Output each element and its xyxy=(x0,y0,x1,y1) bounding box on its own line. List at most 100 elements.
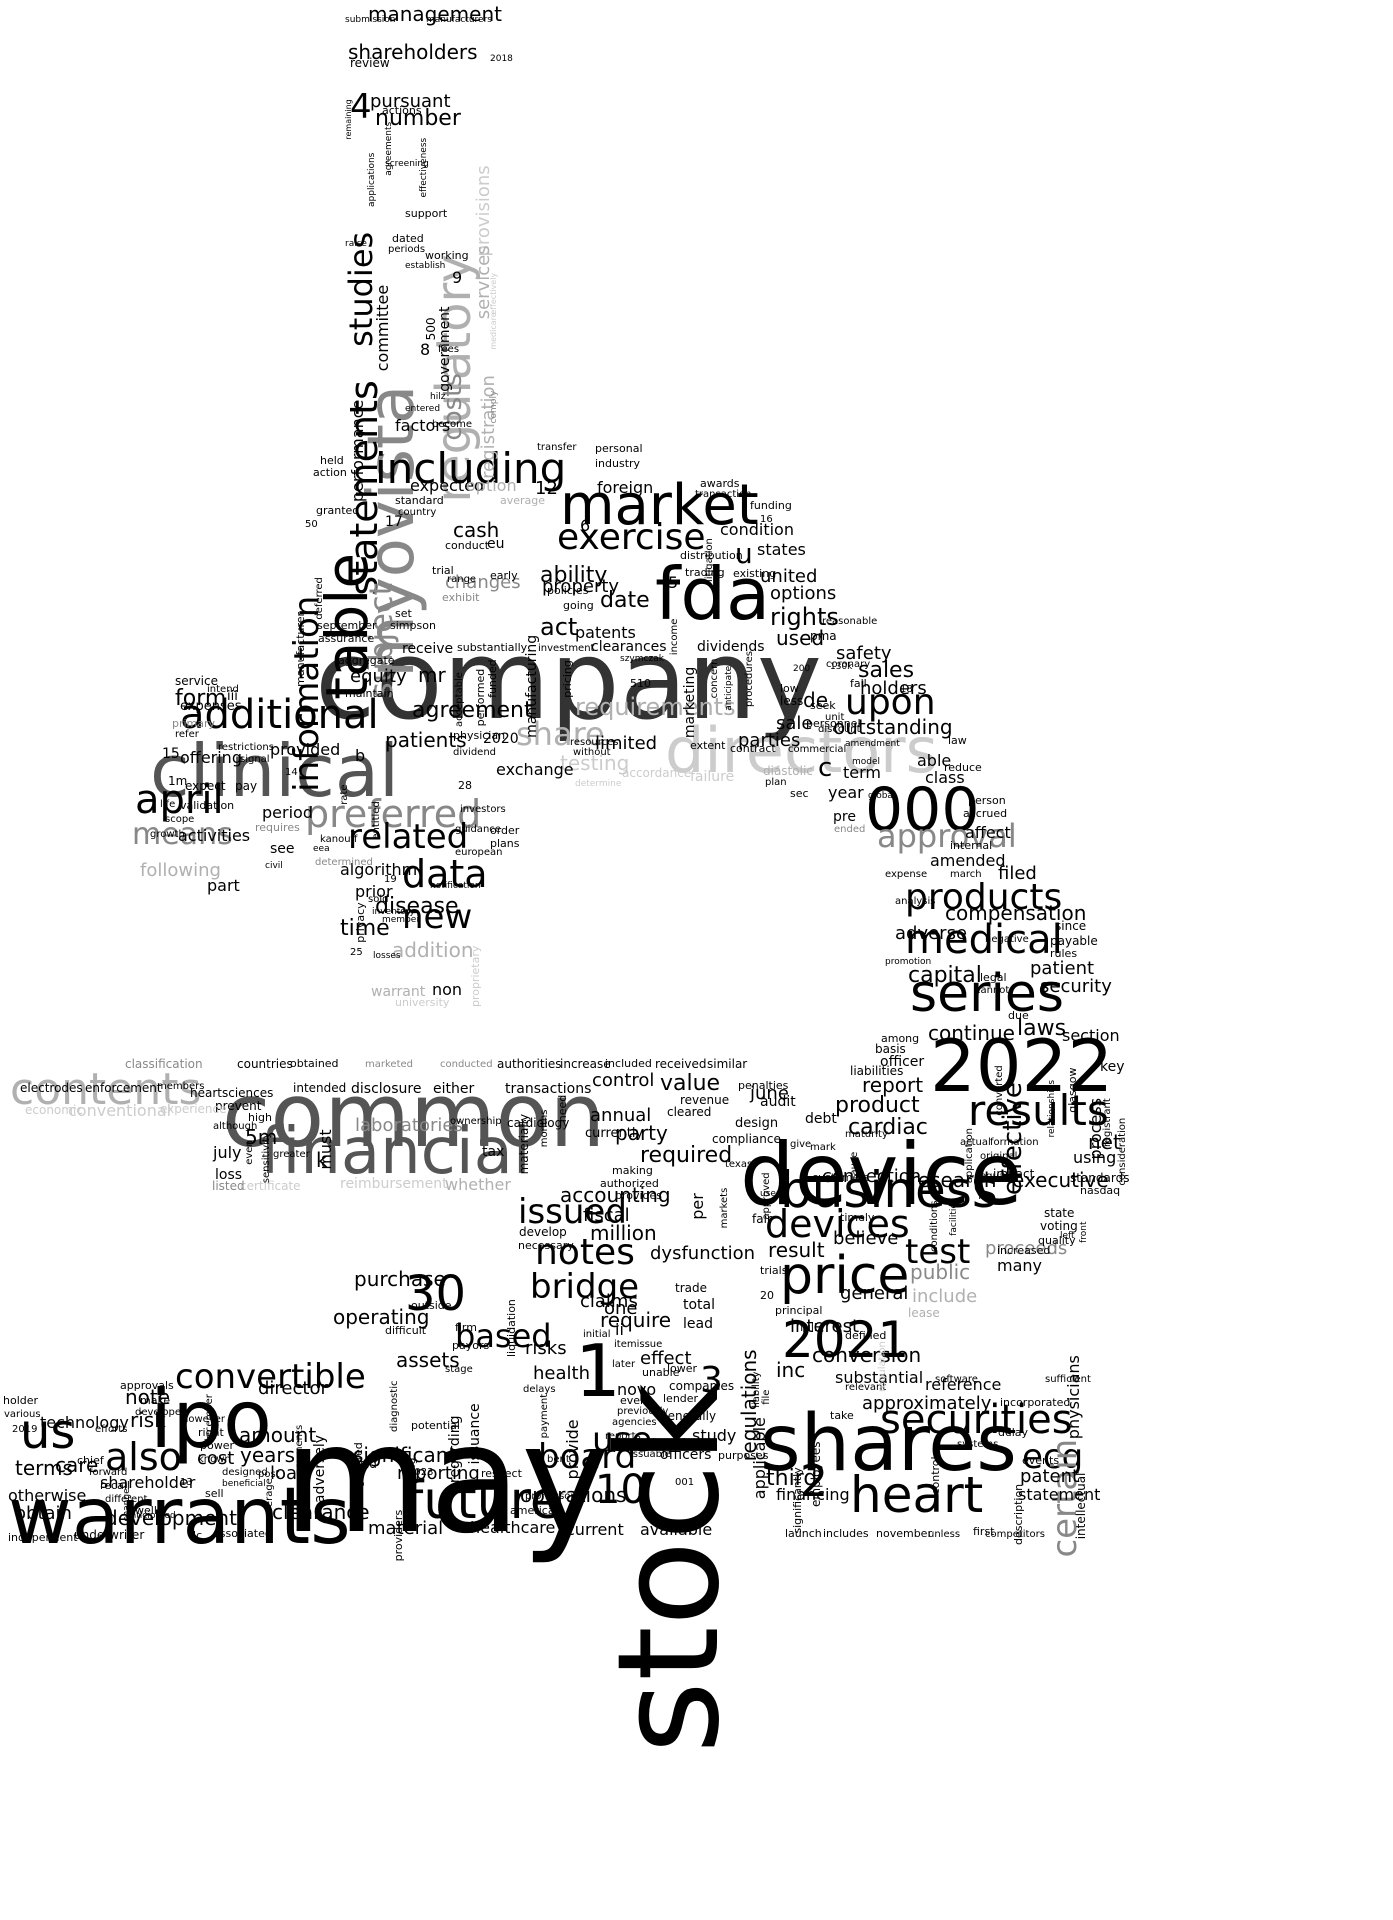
word-public: public xyxy=(910,1260,971,1284)
word-filed: filed xyxy=(998,863,1037,884)
word-legal: legal xyxy=(980,971,1007,984)
word-whether: whether xyxy=(445,1175,511,1194)
word-security: security xyxy=(1040,976,1112,997)
word-systems: systems xyxy=(957,1439,999,1450)
word-shareholders: shareholders xyxy=(348,40,478,64)
word-holders: holders xyxy=(860,678,927,699)
word-significant: significant xyxy=(353,1443,457,1467)
word-payable: payable xyxy=(1050,934,1098,948)
word-section: section xyxy=(1062,1026,1120,1045)
word-employees: employees xyxy=(809,1441,823,1507)
word-various: various xyxy=(4,1409,41,1420)
word-granted: granted xyxy=(316,504,360,517)
word-scope: scope xyxy=(165,814,195,825)
word-outstanding: outstanding xyxy=(833,715,953,739)
word-increase: increase xyxy=(560,1057,611,1071)
word-authorized: authorized xyxy=(600,1177,659,1190)
word-cause: cause xyxy=(849,1151,860,1181)
word-without: without xyxy=(573,747,611,758)
word-internal: internal xyxy=(950,839,993,852)
word-pma: pma xyxy=(810,629,837,643)
word-among: among xyxy=(881,1032,920,1045)
word-shares: shares xyxy=(760,1399,1017,1489)
word-trading: trading xyxy=(685,566,725,579)
word-increased: increased xyxy=(997,1244,1051,1257)
word-industry: industry xyxy=(595,457,641,470)
word-description: description xyxy=(1012,1483,1025,1546)
word-development: development xyxy=(105,1506,237,1530)
word-2023: 2023 xyxy=(408,1467,434,1478)
word-exercise: exercise xyxy=(557,517,706,558)
word-determine: determine xyxy=(575,779,622,789)
word-agreements: agreements xyxy=(384,121,394,176)
word-mark: mark xyxy=(810,1142,836,1153)
word-upon: upon xyxy=(845,682,936,723)
word-promotion: promotion xyxy=(885,957,932,967)
word-income: income xyxy=(669,618,680,656)
word-anticipated: anticipated xyxy=(125,1511,176,1521)
word-iii: iii xyxy=(227,689,238,704)
word-eu: eu xyxy=(487,536,505,552)
word-screening: screening xyxy=(385,159,429,169)
word-policies: policies xyxy=(547,584,589,597)
word-heartsciences: heartsciences xyxy=(190,1086,274,1100)
word-relationships: relationships xyxy=(1047,1079,1057,1138)
word-addition: addition xyxy=(392,938,474,962)
word-14: 14 xyxy=(285,767,298,778)
word-patents: patents xyxy=(575,623,636,642)
word-third: third xyxy=(766,1466,818,1491)
word-nasdaq: nasdaq xyxy=(1080,1184,1121,1197)
word-includes: includes xyxy=(823,1527,869,1540)
word-report: report xyxy=(862,1073,924,1097)
word-trial: trial xyxy=(432,564,454,577)
word-anticipate: anticipate xyxy=(724,665,734,711)
word-act: act xyxy=(540,613,578,641)
word-technology: technology xyxy=(40,1413,129,1432)
word-non: non xyxy=(432,980,463,999)
word-prior: prior xyxy=(355,882,393,901)
word-believe: believe xyxy=(833,1228,899,1249)
word-patient: patient xyxy=(1030,958,1095,979)
word-19: 19 xyxy=(384,874,397,885)
word-held: held xyxy=(320,454,344,467)
word-10: 10 xyxy=(595,1467,646,1513)
word-electrodes: electrodes xyxy=(20,1081,83,1095)
word-diastolic: diastolic xyxy=(763,764,813,778)
word-assurance: assurance xyxy=(318,632,375,645)
word-000: 000 xyxy=(865,775,980,845)
word-many: many xyxy=(997,1256,1042,1275)
word-consideration: consideration xyxy=(1117,1117,1128,1186)
word-heart: heart xyxy=(850,1466,984,1524)
word-uses: uses xyxy=(760,1189,781,1199)
word-validation: validation xyxy=(180,799,235,812)
word-disclosure: disclosure xyxy=(351,1081,422,1097)
word-committee: committee xyxy=(373,284,392,372)
word-pay: pay xyxy=(235,779,258,793)
word-foreign: foreign xyxy=(597,478,654,497)
word-time: time xyxy=(340,916,390,941)
word-due: due xyxy=(1008,1009,1029,1022)
word-patients: patients xyxy=(385,728,467,752)
word-preferred: preferred xyxy=(305,792,482,836)
word-associated: associated xyxy=(213,1527,272,1540)
word-concern: concern xyxy=(709,658,720,699)
word-capital: capital xyxy=(908,963,982,988)
word-quality: quality xyxy=(1038,1234,1076,1247)
word-companies: companies xyxy=(669,1379,735,1393)
word-issued: issued xyxy=(518,1192,627,1232)
word-pursuant: pursuant xyxy=(370,91,451,112)
word-kanouff: kanouff xyxy=(320,834,358,845)
word-market: market xyxy=(560,473,759,538)
word-laws: laws xyxy=(1017,1016,1067,1041)
word-results: results xyxy=(968,1086,1109,1135)
word-accordance: accordance xyxy=(622,766,692,780)
word-16: 16 xyxy=(760,514,773,525)
word-firm: firm xyxy=(455,1321,477,1334)
word-algorithm: algorithm xyxy=(340,860,418,879)
word-post: post xyxy=(258,1469,280,1480)
word-proceeds: proceeds xyxy=(985,1238,1068,1259)
word-ecg: ecg xyxy=(1022,1437,1084,1477)
word-potential: potential xyxy=(411,1419,460,1432)
word-loss: loss xyxy=(215,1167,243,1183)
